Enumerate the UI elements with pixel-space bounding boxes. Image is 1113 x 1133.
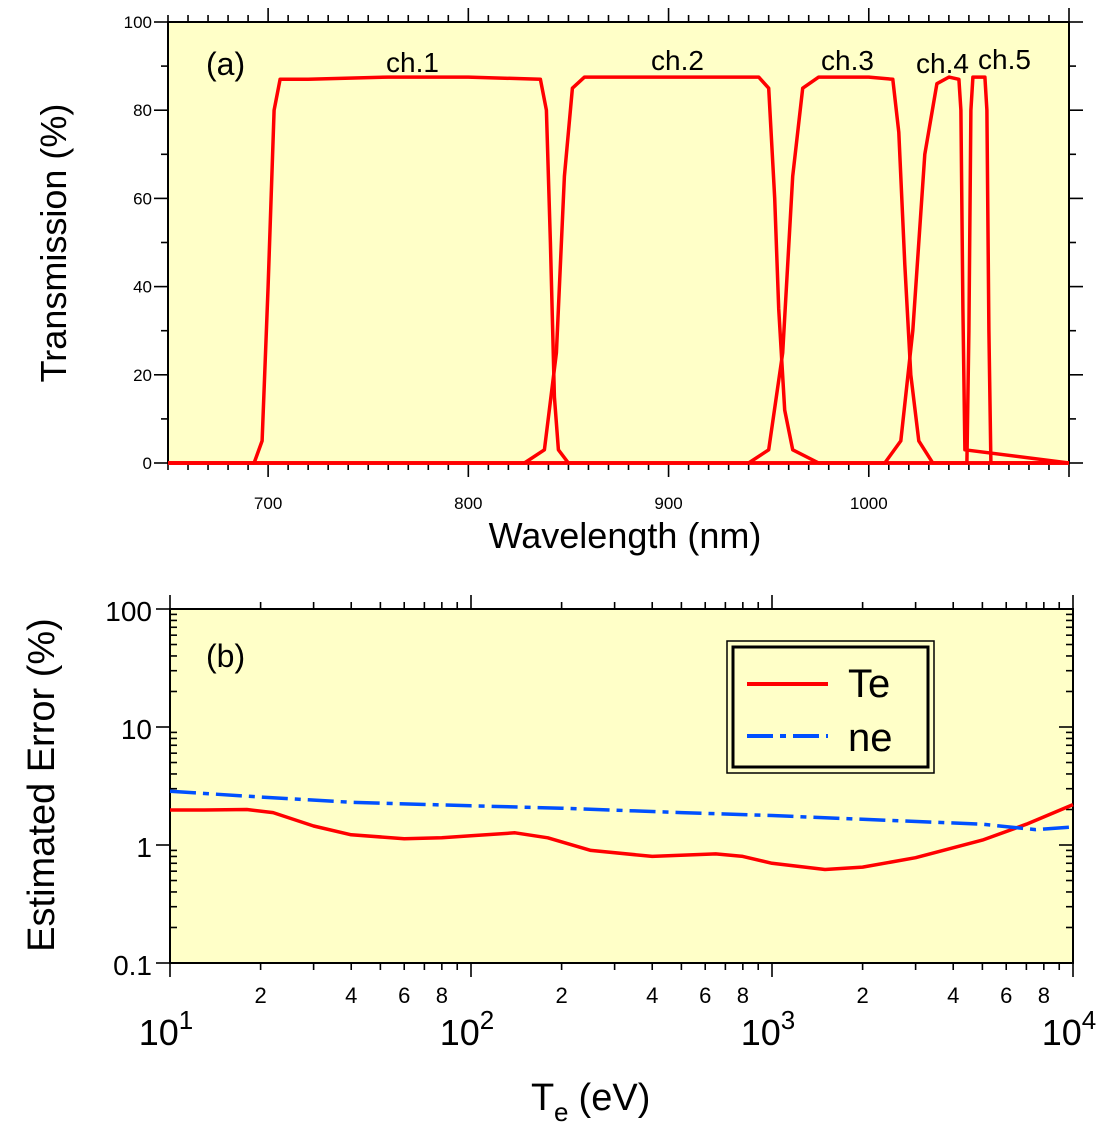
- error-x-major-tick-label: 103: [741, 1005, 796, 1053]
- error-panel: 0.1 1 10 100 2 4 6 8 2 4 6 8 2 4 6 8 101 102 103 104 (b) Te…: [21, 595, 1096, 1127]
- transmission-x-tick-label: 700: [254, 494, 282, 513]
- te-symbol: T: [531, 1077, 554, 1119]
- transmission-x-tick-label: 800: [454, 494, 482, 513]
- ch5-annotation: ch.5: [978, 44, 1031, 75]
- transmission-y-axis-label: Transmission (%): [33, 104, 74, 383]
- ch2-annotation: ch.2: [651, 45, 704, 76]
- error-y-axis-label: Estimated Error (%): [21, 618, 63, 952]
- transmission-y-tick-label: 100: [124, 13, 152, 32]
- error-curve-ne: [169, 789, 1074, 832]
- transmission-y-tick-label: 80: [133, 101, 152, 120]
- te-subscript: e: [554, 1097, 568, 1127]
- transmission-curve-ch5: [168, 75, 1069, 465]
- error-x-minor-tick-label: 2: [254, 983, 266, 1008]
- error-x-minor-tick-label: 2: [856, 983, 868, 1008]
- error-x-minor-tick-label: 2: [555, 983, 567, 1008]
- transmission-curve-ch4: [168, 75, 1070, 465]
- error-x-major-tick-label: 101: [139, 1005, 194, 1053]
- error-x-minor-tick-label: 8: [436, 983, 448, 1008]
- transmission-curve-ch3: [168, 75, 1069, 465]
- transmission-axis-ticks: 0 20 40 60 80 100 700 800 900 1000: [124, 8, 1083, 513]
- error-curve-Te: [170, 802, 1074, 872]
- legend-ne-label: ne: [848, 716, 893, 760]
- error-x-minor-tick-label: 4: [947, 983, 959, 1008]
- error-x-minor-tick-label: 8: [737, 983, 749, 1008]
- transmission-x-tick-label: 1000: [850, 494, 888, 513]
- ch3-annotation: ch.3: [821, 45, 874, 76]
- panel-a-label: (a): [206, 46, 245, 82]
- error-y-tick-label: 1: [136, 832, 152, 863]
- error-x-minor-tick-label: 4: [646, 983, 658, 1008]
- error-x-minor-tick-label: 6: [699, 983, 711, 1008]
- legend-te-label: Te: [848, 662, 890, 706]
- error-x-axis-label: T e (eV): [531, 1077, 650, 1127]
- transmission-y-tick-label: 20: [133, 366, 152, 385]
- error-y-tick-label: 0.1: [113, 950, 152, 981]
- error-x-major-tick-label: 104: [1042, 1005, 1097, 1053]
- transmission-y-tick-label: 0: [143, 454, 152, 473]
- error-axis-ticks: 0.1 1 10 100 2 4 6 8 2 4 6 8 2 4 6 8 101 102 103 104: [105, 595, 1096, 1053]
- error-plot-area: [169, 608, 1074, 964]
- error-curves: [169, 789, 1074, 872]
- error-x-minor-tick-label: 8: [1038, 983, 1050, 1008]
- transmission-x-tick-label: 900: [654, 494, 682, 513]
- error-x-minor-tick-label: 6: [1000, 983, 1012, 1008]
- transmission-curve-ch1: [168, 75, 1069, 465]
- transmission-curves: [168, 75, 1070, 465]
- error-x-major-tick-label: 102: [440, 1005, 495, 1053]
- ch4-annotation: ch.4: [916, 48, 969, 79]
- legend-frame-outer: [726, 640, 935, 774]
- error-x-minor-tick-label: 6: [398, 983, 410, 1008]
- te-unit: (eV): [568, 1077, 650, 1119]
- error-y-tick-label: 100: [105, 596, 152, 627]
- legend-frame-inner: [731, 645, 930, 769]
- transmission-y-tick-label: 40: [133, 278, 152, 297]
- transmission-plot-area: [167, 21, 1070, 464]
- transmission-y-tick-label: 60: [133, 189, 152, 208]
- transmission-curve-ch2: [168, 75, 1069, 465]
- transmission-x-axis-label: Wavelength (nm): [489, 515, 762, 556]
- legend: Te ne: [726, 640, 935, 774]
- panel-b-label: (b): [206, 638, 245, 674]
- error-x-minor-tick-label: 4: [345, 983, 357, 1008]
- error-y-tick-label: 10: [121, 714, 152, 745]
- ch1-annotation: ch.1: [386, 47, 439, 78]
